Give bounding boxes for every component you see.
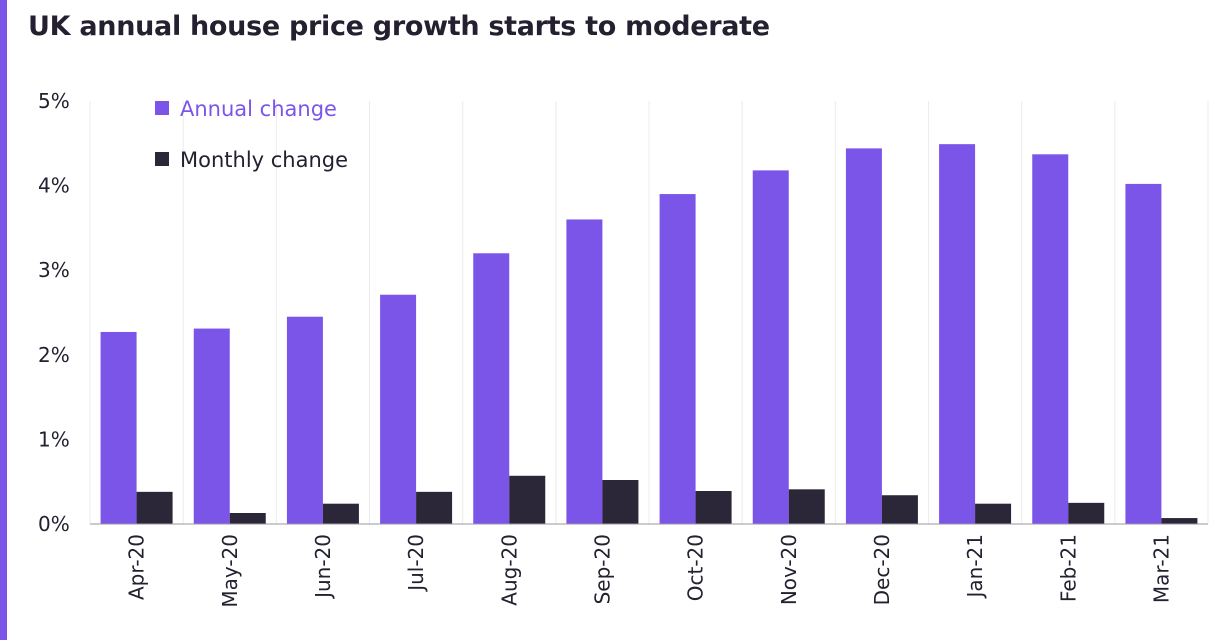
- monthly-bar: [1161, 518, 1198, 524]
- x-tick-label: May-20: [218, 534, 242, 608]
- annual-bar: [752, 170, 789, 524]
- y-tick-label: 2%: [38, 343, 70, 367]
- annual-bar: [1032, 154, 1069, 524]
- monthly-bar: [602, 480, 639, 524]
- x-tick-label: Sep-20: [590, 534, 614, 604]
- y-tick-label: 3%: [38, 258, 70, 282]
- x-tick-label: Apr-20: [125, 534, 149, 600]
- x-tick-label: Jul-20: [404, 534, 428, 593]
- accent-bar: [0, 0, 7, 640]
- x-tick-label: Aug-20: [497, 534, 521, 606]
- x-tick-label: Jun-20: [311, 534, 335, 600]
- annual-bar: [566, 219, 603, 524]
- monthly-bar: [975, 503, 1012, 524]
- monthly-legend-label: Monthly change: [180, 148, 348, 172]
- annual-bar: [286, 316, 323, 524]
- chart-title: UK annual house price growth starts to m…: [28, 11, 770, 42]
- monthly-bar: [229, 513, 266, 524]
- monthly-bar: [881, 495, 918, 524]
- x-tick-label: Mar-21: [1149, 534, 1173, 603]
- x-axis: Apr-20 May-20 Jun-20 Jul-20 Aug-20 Sep-20 Oct-…: [125, 534, 1174, 608]
- monthly-bar: [695, 491, 732, 524]
- monthly-bar: [136, 491, 173, 524]
- y-tick-label: 1%: [38, 427, 70, 451]
- annual-bar: [659, 194, 696, 524]
- y-tick-label: 5%: [38, 89, 70, 113]
- monthly-legend-swatch: [155, 152, 169, 166]
- x-tick-label: Oct-20: [684, 534, 708, 601]
- x-tick-label: Jan-21: [963, 534, 987, 600]
- annual-bar: [1125, 183, 1162, 524]
- y-tick-label: 0%: [38, 512, 70, 536]
- annual-bar: [380, 294, 417, 524]
- annual-bar: [939, 144, 976, 524]
- monthly-bar: [322, 503, 359, 524]
- monthly-bar: [1068, 502, 1105, 524]
- y-axis: 0% 1% 2% 3% 4% 5%: [38, 89, 70, 536]
- monthly-bar: [788, 489, 825, 524]
- annual-bar: [473, 253, 510, 524]
- x-tick-label: Nov-20: [777, 534, 801, 605]
- annual-bar: [193, 328, 230, 524]
- grid-lines: [89, 101, 1209, 524]
- monthly-bar: [509, 475, 546, 524]
- bars: [100, 144, 1198, 524]
- annual-legend-swatch: [155, 101, 169, 115]
- annual-bar: [845, 148, 882, 524]
- y-tick-label: 4%: [38, 174, 70, 198]
- annual-bar: [100, 331, 137, 524]
- monthly-bar: [416, 491, 453, 524]
- x-tick-label: Feb-21: [1056, 534, 1080, 602]
- legend: Annual change Monthly change: [155, 97, 348, 172]
- x-tick-label: Dec-20: [870, 534, 894, 605]
- annual-legend-label: Annual change: [180, 97, 337, 121]
